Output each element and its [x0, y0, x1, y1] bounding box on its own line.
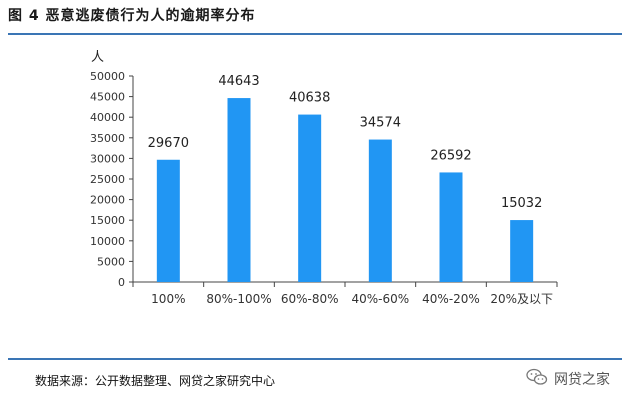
- bar-value-label: 40638: [289, 91, 330, 106]
- data-source-note: 数据来源：公开数据整理、网贷之家研究中心: [35, 374, 276, 388]
- x-tick-label: 40%-60%: [351, 292, 409, 306]
- x-tick-label: 100%: [151, 292, 185, 306]
- data-labels: 29670 44643 40638 34574 26592 15032: [148, 74, 543, 211]
- y-tick-label: 25000: [90, 173, 125, 186]
- y-tick-label: 5000: [97, 255, 125, 268]
- y-tick-label: 45000: [90, 91, 125, 104]
- x-axis: 100% 80%-100% 60%-80% 40%-60% 40%-20% 20%及以下: [132, 281, 558, 306]
- top-rule: [8, 33, 622, 35]
- y-axis-unit-label: 人: [91, 50, 104, 65]
- bar-value-label: 15032: [501, 196, 542, 211]
- bars: [156, 98, 534, 283]
- bar: [510, 220, 534, 282]
- x-tick-label: 60%-80%: [281, 292, 339, 306]
- y-tick-label: 30000: [90, 152, 125, 165]
- y-axis: 0 5000 10000 15000 20000 25000 30000 35000 40000…: [90, 70, 134, 289]
- x-tick-label: 80%-100%: [206, 292, 271, 306]
- bar: [298, 114, 322, 282]
- bar: [368, 139, 392, 282]
- y-tick-label: 0: [118, 276, 125, 289]
- watermark-text: 网贷之家: [554, 372, 610, 388]
- bar: [439, 172, 463, 282]
- bottom-rule: [8, 358, 622, 360]
- figure-title: 图 4 恶意逃废债行为人的逾期率分布: [8, 8, 256, 24]
- x-tick-label: 20%及以下: [490, 292, 553, 306]
- y-tick-label: 20000: [90, 194, 125, 207]
- y-tick-label: 35000: [90, 132, 125, 145]
- bar-value-label: 26592: [430, 148, 471, 163]
- y-tick-label: 50000: [90, 70, 125, 83]
- bar: [156, 159, 180, 282]
- bar-value-label: 34574: [360, 116, 401, 131]
- y-tick-label: 15000: [90, 214, 125, 227]
- bar-value-label: 44643: [218, 74, 259, 89]
- y-tick-label: 40000: [90, 111, 125, 124]
- wechat-icon: [526, 368, 548, 390]
- y-tick-label: 10000: [90, 235, 125, 248]
- bar: [227, 98, 251, 283]
- bar-value-label: 29670: [148, 136, 189, 151]
- x-tick-label: 40%-20%: [422, 292, 480, 306]
- bar-chart: 人 0 5000 10000 15000 20000 25000 30000 35000 400…: [90, 50, 558, 306]
- watermark: 网贷之家: [526, 368, 610, 390]
